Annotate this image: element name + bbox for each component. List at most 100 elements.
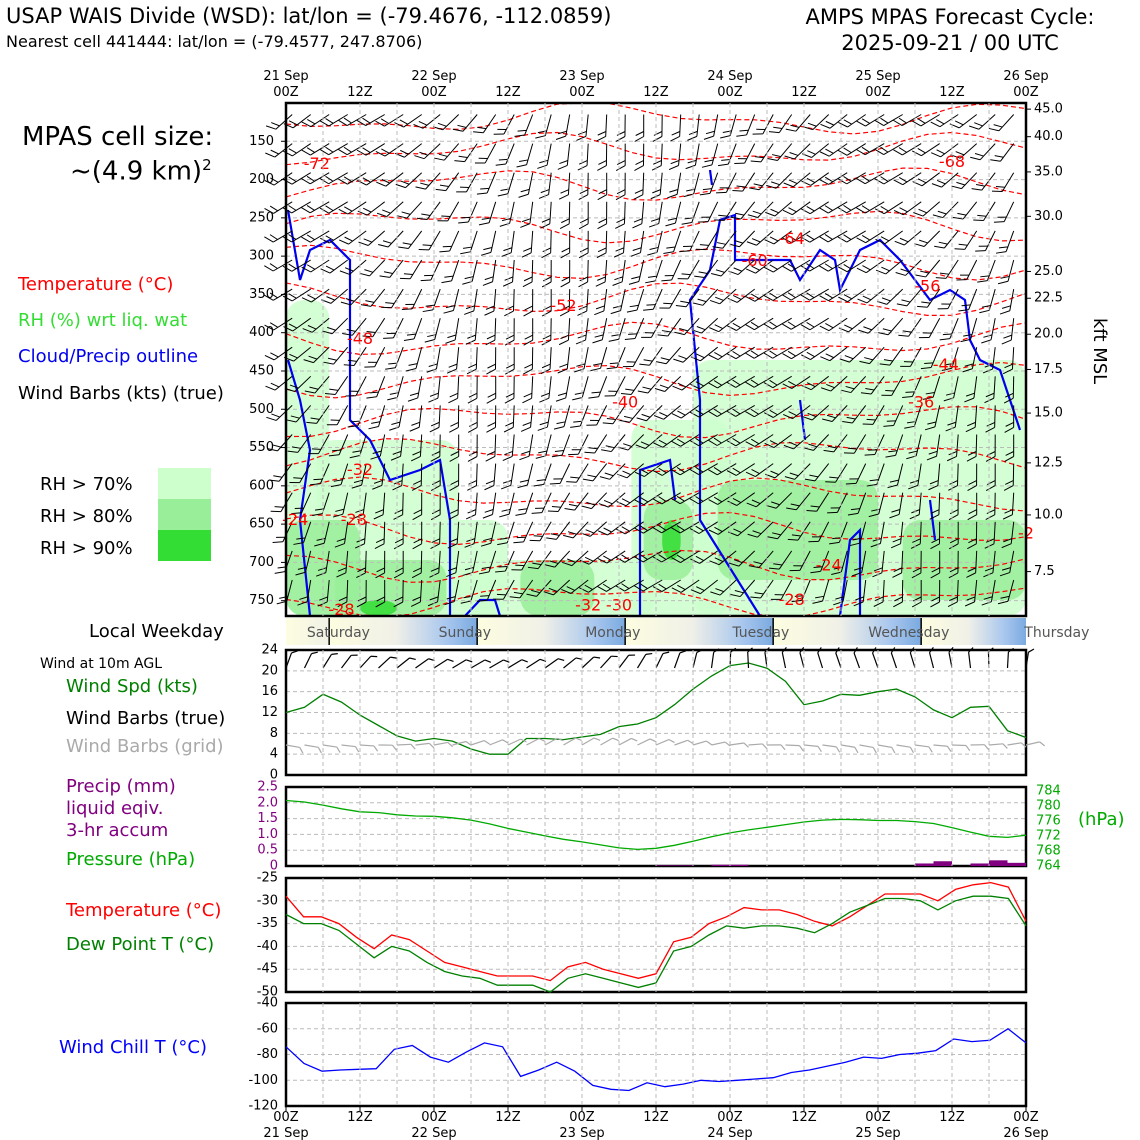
wind-barb bbox=[947, 579, 959, 608]
wind-barb-shaft bbox=[366, 172, 385, 186]
bottom-hour-label: 12Z bbox=[347, 1110, 373, 1125]
wind-barb-flag bbox=[429, 392, 439, 397]
surface-wind-barb-flag bbox=[853, 647, 858, 654]
wind-barb-shaft bbox=[674, 201, 682, 224]
wind-barb-flag bbox=[642, 386, 652, 390]
wind-barb-shaft bbox=[778, 114, 793, 133]
wind-barb-flag bbox=[705, 130, 715, 135]
wind-barb-flag bbox=[393, 480, 403, 485]
grid-wind-barb-flag bbox=[1002, 743, 1008, 749]
wind-barb bbox=[484, 463, 497, 491]
wind-barb bbox=[535, 114, 552, 139]
wind-barb-shaft bbox=[735, 463, 755, 476]
wind-barb-shaft bbox=[852, 405, 867, 424]
wind-barb-flag bbox=[806, 510, 817, 512]
wind-barb-flag bbox=[847, 447, 857, 450]
wind-barb bbox=[671, 521, 700, 534]
wind-barb bbox=[560, 230, 571, 259]
wind-barb bbox=[499, 492, 515, 518]
grid-wind-barb-shaft bbox=[951, 744, 967, 747]
wind-barb-shaft bbox=[698, 492, 718, 505]
wind-barb-flag bbox=[549, 482, 561, 485]
wind-barb-flag bbox=[669, 188, 679, 193]
wind-barb-flag bbox=[653, 415, 664, 420]
wind-barb-flag bbox=[967, 451, 977, 456]
wind-barb-flag bbox=[637, 390, 649, 394]
wind-barb bbox=[301, 114, 330, 128]
wind-barb-flag bbox=[483, 537, 493, 542]
wind-barb-shaft bbox=[736, 492, 755, 506]
wind-barb-shaft bbox=[503, 114, 515, 135]
wind-barb-shaft bbox=[430, 259, 441, 281]
wind-barb bbox=[478, 550, 497, 575]
wind-barb-flag bbox=[450, 451, 459, 456]
wind-barb-flag bbox=[674, 331, 685, 336]
bottom-hour-label: 12Z bbox=[939, 1110, 965, 1125]
wind-barb bbox=[266, 405, 293, 421]
wind-barb-flag bbox=[862, 265, 871, 271]
wind-barb bbox=[264, 230, 293, 243]
wind-barb-flag bbox=[787, 350, 796, 357]
surface-wind-barb-flag bbox=[484, 659, 492, 663]
wind-barb bbox=[424, 318, 441, 343]
wind-barb bbox=[452, 114, 478, 132]
wind-barb-shaft bbox=[828, 143, 848, 157]
wind-barb-flag bbox=[615, 528, 626, 535]
wind-barb-shaft bbox=[435, 347, 441, 369]
grid-wind-barb-flag bbox=[835, 746, 841, 753]
wind-barb-shaft bbox=[490, 230, 497, 253]
wind-barb-flag bbox=[264, 294, 274, 301]
wind-barb-flag bbox=[908, 450, 918, 454]
wind-barb-flag bbox=[745, 471, 756, 477]
wind-barb-flag bbox=[657, 334, 668, 337]
wind-barb-flag bbox=[995, 186, 1005, 188]
wind-barb-shaft bbox=[437, 376, 441, 399]
wind-barb-flag bbox=[687, 159, 697, 164]
wind-barb bbox=[322, 317, 349, 335]
wind-barb-shaft bbox=[331, 317, 349, 335]
weekday-name: Tuesday bbox=[731, 625, 789, 641]
wind-barb bbox=[783, 405, 811, 420]
wind-barb-flag bbox=[697, 221, 709, 223]
wind-barb-flag bbox=[403, 273, 413, 276]
wind-barb-shaft bbox=[719, 288, 737, 305]
wind-barb-flag bbox=[902, 395, 913, 398]
wind-barb-flag bbox=[809, 474, 819, 478]
wind-barb bbox=[849, 521, 867, 547]
wind-barb-shaft bbox=[791, 375, 811, 389]
wind-barb-flag bbox=[782, 209, 793, 216]
wind-barb-shaft bbox=[778, 550, 793, 570]
wind-barb-shaft bbox=[956, 579, 959, 603]
wind-barb-shaft bbox=[754, 317, 774, 331]
wind-barb bbox=[712, 230, 737, 249]
wind-barb-flag bbox=[330, 419, 340, 421]
wind-barb-flag bbox=[288, 263, 297, 270]
wind-barb-flag bbox=[961, 304, 971, 307]
kft-tick-label: 20.0 bbox=[1034, 327, 1063, 342]
wind-barb-shaft bbox=[682, 346, 700, 363]
wind-barb-flag bbox=[430, 485, 441, 492]
wind-barb bbox=[645, 259, 663, 284]
wind-barb-flag bbox=[560, 252, 570, 259]
wind-barb bbox=[389, 405, 404, 431]
wind-barb bbox=[628, 259, 645, 285]
wind-barb-shaft bbox=[545, 434, 552, 456]
wind-barb bbox=[720, 114, 737, 139]
surface-wind-barb bbox=[710, 648, 720, 669]
wind-barb-flag bbox=[376, 567, 385, 573]
wind-barb-flag bbox=[695, 409, 704, 415]
wind-barb-flag bbox=[876, 300, 887, 305]
wind-barb-flag bbox=[608, 390, 618, 392]
wind-barb-flag bbox=[443, 309, 454, 314]
wind-barb-flag bbox=[732, 408, 741, 415]
wind-barb-shaft bbox=[553, 579, 571, 596]
surface-wind-barb-shaft bbox=[470, 659, 486, 669]
wind-barb-flag bbox=[641, 413, 651, 418]
wind-barb-shaft bbox=[756, 230, 774, 246]
surface-wind-barb-flag bbox=[628, 654, 636, 656]
wind-barb bbox=[843, 434, 867, 454]
wind-barb-shaft bbox=[656, 230, 663, 253]
wind-barb-shaft bbox=[323, 521, 330, 544]
wind-barb-flag bbox=[399, 277, 411, 280]
wind-barb-flag bbox=[856, 237, 866, 244]
